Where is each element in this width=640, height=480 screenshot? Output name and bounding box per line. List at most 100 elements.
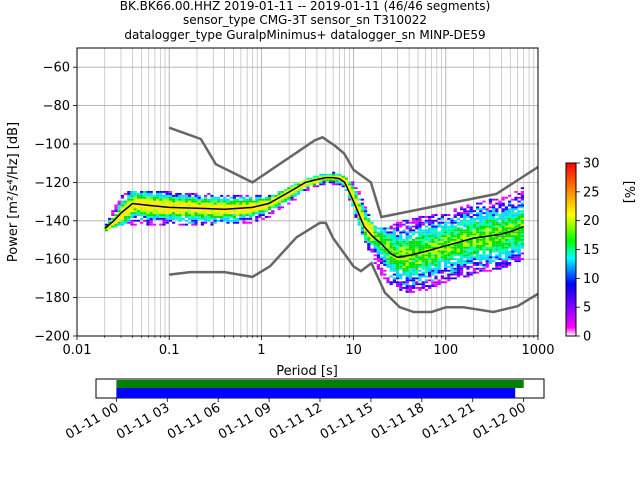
- psd-cell: [517, 212, 521, 215]
- psd-cell: [191, 221, 195, 224]
- psd-cell: [207, 216, 211, 218]
- psd-cell: [460, 233, 464, 236]
- psd-cell: [396, 273, 400, 276]
- psd-cell: [501, 214, 505, 216]
- psd-cell: [367, 214, 371, 216]
- psd-cell: [207, 202, 211, 205]
- psd-cell: [188, 193, 192, 195]
- psd-cell: [383, 235, 387, 238]
- psd-cell: [472, 267, 476, 270]
- psd-cell: [117, 206, 121, 209]
- psd-cell: [485, 237, 489, 239]
- psd-cell: [188, 196, 192, 199]
- psd-cell: [485, 244, 489, 247]
- psd-cell: [431, 231, 435, 234]
- psd-cell: [418, 239, 422, 241]
- psd-cell: [143, 193, 147, 195]
- psd-cell: [360, 223, 364, 226]
- psd-cell: [181, 223, 185, 226]
- psd-cell: [332, 173, 336, 176]
- psd-cell: [517, 204, 521, 207]
- psd-cell: [402, 248, 406, 251]
- psd-cell: [191, 198, 195, 201]
- psd-cell: [520, 242, 524, 245]
- psd-cell: [386, 227, 390, 230]
- psd-cell: [328, 179, 332, 182]
- psd-cell: [504, 241, 508, 243]
- psd-cell: [511, 223, 515, 226]
- psd-cell: [508, 246, 512, 249]
- psd-cell: [120, 194, 124, 197]
- psd-cell: [440, 275, 444, 278]
- psd-cell: [460, 267, 464, 270]
- psd-cell: [511, 235, 515, 238]
- psd-cell: [194, 202, 198, 205]
- psd-cell: [482, 264, 486, 266]
- psd-cell: [130, 204, 134, 207]
- psd-cell: [149, 202, 153, 205]
- psd-cell: [428, 246, 432, 249]
- psd-cell: [360, 233, 364, 236]
- psd-cell: [517, 241, 521, 243]
- psd-cell: [492, 229, 496, 232]
- psd-cell: [399, 267, 403, 270]
- psd-cell: [495, 248, 499, 251]
- psd-cell: [424, 285, 428, 287]
- psd-cell: [517, 193, 521, 195]
- psd-cell: [360, 198, 364, 201]
- psd-cell: [463, 210, 467, 213]
- psd-cell: [479, 246, 483, 249]
- psd-cell: [415, 265, 419, 268]
- psd-cell: [175, 193, 179, 195]
- ppsd-plot: 0.01 0.1 1 10 100 1000 −200−180−160−140−120−1…: [6, 47, 555, 379]
- psd-cell: [498, 250, 502, 253]
- psd-cell: [284, 200, 288, 203]
- y-tick-label: −140: [34, 214, 70, 229]
- psd-cell: [290, 196, 294, 199]
- psd-cell: [140, 191, 144, 193]
- psd-cell: [437, 256, 441, 259]
- psd-cell: [392, 229, 396, 232]
- psd-cell: [498, 229, 502, 232]
- psd-cell: [514, 246, 518, 249]
- psd-cell: [517, 206, 521, 209]
- psd-cell: [392, 277, 396, 280]
- psd-cell: [428, 223, 432, 226]
- psd-cell: [220, 219, 224, 222]
- psd-cell: [405, 260, 409, 263]
- psd-cell: [412, 239, 416, 241]
- psd-cell: [408, 246, 412, 249]
- psd-cell: [399, 231, 403, 234]
- psd-cell: [271, 196, 275, 199]
- psd-cell: [504, 260, 508, 263]
- psd-cell: [453, 214, 457, 216]
- psd-cell: [482, 200, 486, 203]
- psd-cell: [357, 204, 361, 207]
- psd-cell: [168, 193, 172, 195]
- psd-cell: [460, 264, 464, 266]
- psd-cell: [424, 289, 428, 291]
- psd-cell: [200, 216, 204, 218]
- psd-cell: [421, 262, 425, 264]
- psd-cell: [213, 214, 217, 216]
- psd-cell: [437, 237, 441, 239]
- psd-cell: [383, 231, 387, 234]
- psd-cell: [242, 202, 246, 205]
- psd-cell: [434, 275, 438, 278]
- psd-cell: [396, 237, 400, 239]
- psd-cell: [130, 208, 134, 211]
- psd-cell: [255, 200, 259, 203]
- psd-cell: [479, 242, 483, 245]
- psd-cell: [149, 212, 153, 215]
- psd-cell: [223, 219, 227, 222]
- psd-cell: [149, 219, 153, 222]
- psd-cell: [261, 206, 265, 209]
- psd-cell: [152, 198, 156, 201]
- psd-cell: [229, 196, 233, 199]
- psd-cell: [428, 254, 432, 257]
- psd-cell: [466, 216, 470, 218]
- psd-cell: [450, 265, 454, 268]
- psd-cell: [498, 217, 502, 220]
- psd-cell: [149, 200, 153, 203]
- psd-cell: [194, 210, 198, 213]
